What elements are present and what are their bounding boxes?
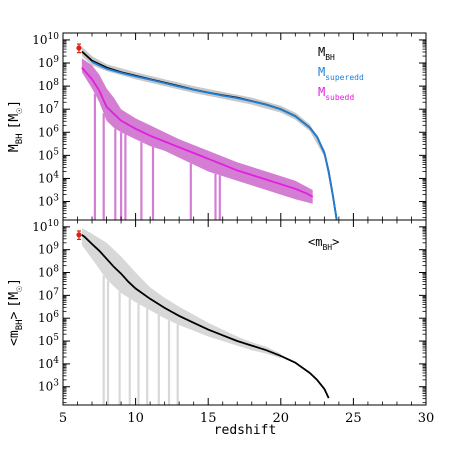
bottom-axes: 103 104 105 106 107 108 109 1010 5 10 15 20 25 30 — [32, 219, 434, 426]
bottom-ytick-label: 103 — [38, 379, 59, 394]
top-series-line-1 — [91, 61, 338, 220]
x-tick-label: 10 — [127, 411, 144, 426]
top-ytick-label: 109 — [38, 55, 59, 70]
top-observed-marker — [76, 45, 82, 51]
bottom-band-spike — [157, 315, 160, 405]
top-ytick-label: 103 — [38, 194, 59, 209]
x-tick-label: 20 — [273, 411, 290, 426]
top-band-spike — [214, 173, 217, 220]
bottom-ytick-label: 104 — [38, 356, 59, 371]
bottom-ytick-label: 1010 — [32, 219, 59, 234]
bottom-legend: <mBH> — [308, 235, 339, 252]
top-bands — [81, 46, 334, 220]
top-ytick-label: 104 — [38, 170, 59, 185]
top-observed-point — [76, 43, 82, 54]
bottom-frame — [62, 219, 427, 406]
bottom-panel: 103 104 105 106 107 108 109 1010 5 10 15 20 25 30 <mB… — [7, 219, 434, 438]
top-legend-entry: Msubedd — [318, 85, 354, 102]
bottom-band-spike — [146, 308, 149, 405]
top-band-spike — [114, 128, 117, 220]
bottom-observed-marker — [76, 232, 82, 238]
top-band-spike — [120, 132, 123, 220]
bottom-band-spike — [118, 291, 121, 405]
bottom-ytick-label: 107 — [38, 287, 59, 302]
top-band-spike — [102, 113, 105, 220]
bottom-band-spike — [167, 320, 171, 405]
top-series-line-2 — [81, 67, 314, 198]
top-band-spike — [124, 134, 127, 220]
x-tick-label: 30 — [418, 411, 435, 426]
top-band-spike — [218, 175, 221, 220]
bottom-ytick-label: 109 — [38, 242, 59, 257]
top-band-spike — [189, 163, 192, 220]
top-band-1 — [81, 58, 313, 204]
bottom-y-axis-label-sub: BH — [15, 319, 25, 330]
bottom-band-0 — [81, 228, 281, 359]
bottom-band-spike — [106, 280, 110, 405]
top-ytick-label: 105 — [38, 147, 59, 162]
top-legend-entry: MBH — [318, 45, 335, 62]
bottom-observed-point — [76, 230, 82, 241]
x-axis-label: redshift — [214, 423, 277, 438]
top-ytick-label: 1010 — [32, 32, 59, 47]
bottom-legend-entry: <mBH> — [308, 235, 339, 252]
bottom-band-spike — [128, 298, 131, 405]
bottom-band-spike — [102, 275, 105, 405]
bottom-band-spike — [137, 303, 140, 405]
x-tick-label: 25 — [345, 411, 362, 426]
x-tick-label: 5 — [59, 411, 67, 426]
top-band-spike — [151, 147, 155, 220]
top-panel: 103 104 105 106 107 108 109 1010 MBH Msuperedd Ms… — [7, 32, 427, 221]
top-ytick-label: 106 — [38, 124, 59, 139]
top-ytick-label: 107 — [38, 101, 59, 116]
top-band-spike — [140, 142, 143, 220]
bottom-ytick-label: 106 — [38, 310, 59, 325]
top-y-axis-label-sub: BH — [15, 133, 25, 144]
x-tick-label: 15 — [200, 411, 217, 426]
top-lines — [81, 50, 338, 220]
top-legend: MBH Msuperedd Msubedd — [318, 45, 364, 102]
bottom-lines — [81, 234, 330, 399]
top-y-axis-label: MBH[M☉] — [7, 100, 25, 152]
bottom-band-spike — [176, 324, 179, 405]
top-legend-entry: Msuperedd — [318, 65, 364, 82]
bottom-ytick-label: 105 — [38, 333, 59, 348]
top-band-spike — [93, 93, 96, 220]
bottom-ytick-label: 108 — [38, 265, 59, 280]
bottom-y-axis-label: <mBH>[M☉] — [7, 278, 25, 346]
top-ytick-label: 108 — [38, 78, 59, 93]
bottom-series-line-0 — [81, 234, 330, 399]
bottom-bands — [81, 228, 281, 405]
